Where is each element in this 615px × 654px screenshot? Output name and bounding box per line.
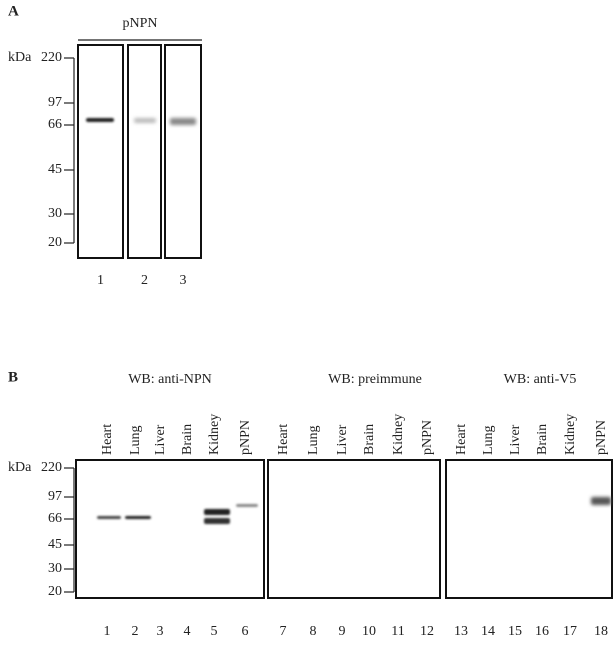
blot-panel — [268, 460, 440, 598]
lane-label: Heart — [276, 424, 291, 455]
lane-number: 5 — [211, 624, 218, 639]
marker-label: 20 — [48, 584, 62, 599]
lane-number: 17 — [563, 624, 577, 639]
lane-number: 11 — [391, 624, 404, 639]
lane-number: 18 — [594, 624, 608, 639]
marker-label: 97 — [48, 489, 62, 504]
lane-label: Lung — [306, 425, 321, 455]
band — [86, 118, 114, 122]
lane-label: Kidney — [563, 414, 578, 455]
panel-label: B — [8, 369, 18, 385]
lane-label: Heart — [454, 424, 469, 455]
band — [97, 516, 121, 519]
blot-lane — [165, 45, 201, 258]
lane-number: 10 — [362, 624, 376, 639]
lane-label: Liver — [153, 424, 168, 455]
lane-number: 1 — [97, 273, 104, 288]
lane-number: 15 — [508, 624, 522, 639]
lane-label: Kidney — [207, 414, 222, 455]
band — [204, 509, 230, 515]
band — [591, 497, 611, 505]
lane-number: 8 — [310, 624, 317, 639]
lane-label: Brain — [535, 424, 550, 455]
marker-label: 97 — [48, 95, 62, 110]
panel-title: pNPN — [122, 16, 157, 31]
lane-number: 6 — [242, 624, 249, 639]
lane-number: 14 — [481, 624, 495, 639]
marker-label: 45 — [48, 162, 62, 177]
lane-number: 13 — [454, 624, 468, 639]
lane-number: 3 — [157, 624, 164, 639]
band — [236, 504, 258, 507]
lane-label: Liver — [335, 424, 350, 455]
lane-label: Kidney — [391, 414, 406, 455]
lane-number: 9 — [339, 624, 346, 639]
marker-label: 30 — [48, 561, 62, 576]
lane-label: Lung — [481, 425, 496, 455]
lane-label: pNPN — [594, 420, 609, 455]
lane-label: Heart — [100, 424, 115, 455]
marker-label: 66 — [48, 511, 62, 526]
marker-label: 66 — [48, 117, 62, 132]
group-title: WB: anti-NPN — [128, 372, 212, 387]
blot-lane — [78, 45, 123, 258]
lane-label: pNPN — [238, 420, 253, 455]
marker-label: 20 — [48, 235, 62, 250]
lane-number: 4 — [184, 624, 191, 639]
band — [125, 516, 151, 519]
band — [204, 518, 230, 524]
lane-number: 1 — [104, 624, 111, 639]
lane-label: Brain — [180, 424, 195, 455]
lane-label: Lung — [128, 425, 143, 455]
unit-label: kDa — [8, 460, 32, 475]
band — [134, 118, 156, 123]
blot-panel — [446, 460, 612, 598]
marker-label: 220 — [41, 50, 62, 65]
unit-label: kDa — [8, 50, 32, 65]
lane-number: 7 — [280, 624, 287, 639]
blot-panel — [76, 460, 264, 598]
marker-label: 220 — [41, 460, 62, 475]
marker-label: 45 — [48, 537, 62, 552]
band — [170, 118, 196, 125]
lane-label: Brain — [362, 424, 377, 455]
lane-number: 2 — [141, 273, 148, 288]
lane-number: 12 — [420, 624, 434, 639]
lane-number: 16 — [535, 624, 549, 639]
lane-label: pNPN — [420, 420, 435, 455]
blot-lane — [128, 45, 161, 258]
group-title: WB: anti-V5 — [504, 372, 577, 387]
figure: A pNPN kDa B kDa 22097664530201232209766… — [0, 0, 615, 654]
marker-label: 30 — [48, 206, 62, 221]
lane-number: 3 — [180, 273, 187, 288]
panel-label: A — [8, 3, 19, 19]
group-title: WB: preimmune — [328, 372, 422, 387]
lane-label: Liver — [508, 424, 523, 455]
lane-number: 2 — [132, 624, 139, 639]
